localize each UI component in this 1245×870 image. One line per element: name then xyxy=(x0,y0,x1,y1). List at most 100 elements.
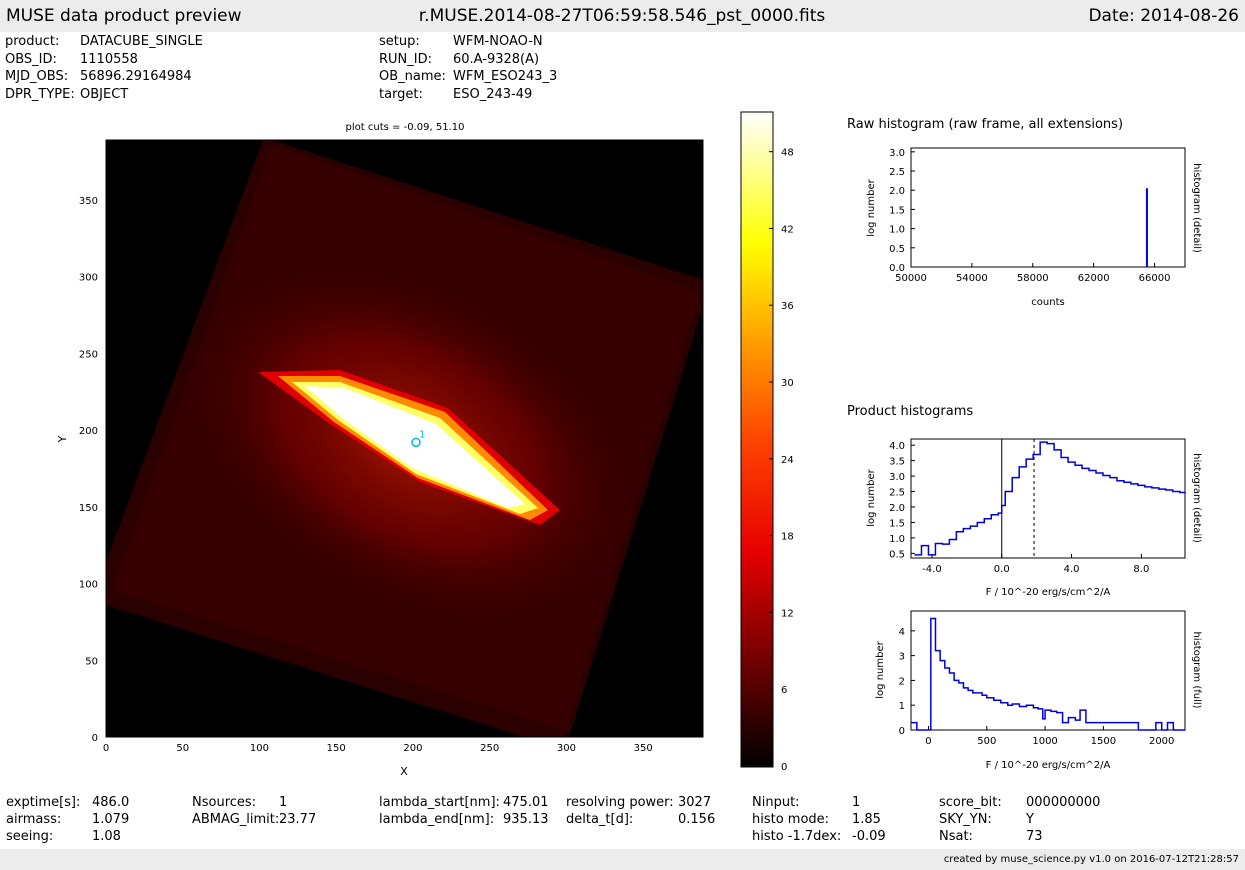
stat-value: 1.079 xyxy=(92,812,130,827)
colorbar-tick-label: 36 xyxy=(781,301,794,312)
info-value: 1110558 xyxy=(80,51,138,67)
image-y-tick-label: 0 xyxy=(92,733,98,744)
footer-credit: created by muse_science.py v1.0 on 2016-… xyxy=(943,854,1239,865)
full-hist-y-tick-label: 2 xyxy=(899,676,905,687)
image-y-tick-label: 300 xyxy=(79,273,98,284)
colorbar-tick-label: 48 xyxy=(781,148,794,159)
colorbar-tick-label: 12 xyxy=(781,608,794,619)
header-left-title: MUSE data product preview xyxy=(6,6,242,26)
info-key: OBS_ID: xyxy=(5,51,57,67)
detail-hist-x-tick-label: 0.0 xyxy=(994,564,1010,575)
raw-hist-x-tick-label: 58000 xyxy=(1017,273,1049,284)
raw-hist-frame xyxy=(910,147,1186,268)
header-date: Date: 2014-08-26 xyxy=(1088,6,1239,26)
stat-key: resolving power: xyxy=(566,795,674,810)
full-hist-ylabel: log number xyxy=(875,640,886,698)
footer-bar xyxy=(0,849,1245,870)
header-filename: r.MUSE.2014-08-27T06:59:58.546_pst_0000.… xyxy=(418,6,826,26)
info-key: setup: xyxy=(379,34,420,49)
stat-key: histo -1.7dex: xyxy=(752,829,842,844)
raw-hist-ylabel: log number xyxy=(866,178,877,236)
colorbar-tick-label: 18 xyxy=(781,532,794,543)
info-key: target: xyxy=(379,86,423,102)
image-x-tick-label: 300 xyxy=(557,743,576,754)
image-y-tick-label: 100 xyxy=(79,580,98,591)
info-key: RUN_ID: xyxy=(379,51,432,67)
detail-hist-y-tick-label: 3.5 xyxy=(889,457,905,468)
image-frame xyxy=(105,139,704,738)
raw-hist-x-tick-label: 50000 xyxy=(895,273,927,284)
detail-hist-y-tick-label: 3.0 xyxy=(889,472,905,483)
full-hist-x-tick-label: 2000 xyxy=(1149,736,1174,747)
info-value: WFM-NOAO-N xyxy=(453,34,543,49)
info-value: OBJECT xyxy=(80,86,129,102)
stat-key: score_bit: xyxy=(939,795,1002,810)
detail-hist-series xyxy=(914,441,1186,556)
detail-hist-x-tick-label: 8.0 xyxy=(1133,564,1149,575)
stat-key: histo mode: xyxy=(752,812,830,827)
raw-hist-right-label: histogram (detail) xyxy=(1191,163,1202,253)
info-key: product: xyxy=(5,34,60,49)
image-ylabel: Y xyxy=(56,435,69,443)
full-hist-right-label: histogram (full) xyxy=(1191,631,1202,708)
full-hist-xlabel: F / 10^-20 erg/s/cm^2/A xyxy=(986,760,1111,771)
detail-hist-y-tick-label: 1.5 xyxy=(889,518,905,529)
image-x-tick-label: 200 xyxy=(403,743,422,754)
colorbar-tick-label: 30 xyxy=(781,378,794,389)
full-hist-y-tick-label: 0 xyxy=(899,726,905,737)
detail-hist-x-ticks: -4.0 0.0 4.0 8.0 xyxy=(922,554,1149,575)
image-x-tick-label: 350 xyxy=(634,743,653,754)
galaxy-core xyxy=(305,386,525,508)
stat-value: 73 xyxy=(1026,829,1043,844)
colorbar-tick-label: 24 xyxy=(781,455,794,466)
image-x-tick-label: 150 xyxy=(327,743,346,754)
stat-key: lambda_end[nm]: xyxy=(379,812,495,827)
stat-value: 935.13 xyxy=(503,812,549,827)
raw-hist-y-tick-label: 1.0 xyxy=(889,225,905,236)
figure-canvas: plot cuts = -0.09, 51.10 0 50 100 150 200 250… xyxy=(56,111,1202,778)
full-hist-y-ticks: 0 1 2 3 4 xyxy=(899,627,915,737)
raw-hist-y-tick-label: 2.5 xyxy=(889,167,905,178)
info-key: DPR_TYPE: xyxy=(5,86,75,102)
raw-hist-xlabel: counts xyxy=(1031,297,1064,308)
stat-key: exptime[s]: xyxy=(6,795,81,810)
raw-hist-x-tick-label: 54000 xyxy=(956,273,988,284)
colorbar-ticks: 0 6 12 18 24 30 36 42 48 xyxy=(769,148,794,773)
full-hist-y-tick-label: 3 xyxy=(899,652,905,663)
raw-hist-y-tick-label: 1.5 xyxy=(889,205,905,216)
stat-value: 1 xyxy=(279,795,288,810)
info-key: MJD_OBS: xyxy=(5,69,69,84)
full-hist-y-tick-label: 1 xyxy=(899,701,905,712)
image-y-tick-label: 50 xyxy=(85,656,98,667)
image-y-tick-label: 250 xyxy=(79,349,98,360)
product-hist-title: Product histograms xyxy=(847,404,973,419)
colorbar xyxy=(740,111,774,768)
raw-hist-y-tick-label: 0.5 xyxy=(889,244,905,255)
stat-value: Y xyxy=(1026,812,1034,827)
stat-key: airmass: xyxy=(6,812,62,827)
stat-key: ABMAG_limit: xyxy=(192,812,280,827)
image-x-ticks: 0 50 100 150 200 250 300 350 xyxy=(103,732,653,754)
colorbar-tick-label: 6 xyxy=(781,685,787,696)
stat-value: 486.0 xyxy=(92,795,130,810)
stat-value: 000000000 xyxy=(1026,795,1101,810)
detail-hist-y-tick-label: 4.0 xyxy=(889,441,905,452)
stat-value: 1 xyxy=(852,795,861,810)
detail-hist-plot xyxy=(914,439,1186,558)
detail-hist-x-tick-label: 4.0 xyxy=(1064,564,1080,575)
full-hist-x-ticks: 0 500 1000 1500 2000 xyxy=(925,726,1174,747)
detail-hist-xlabel: F / 10^-20 erg/s/cm^2/A xyxy=(986,587,1111,598)
detail-hist-y-tick-label: 0.5 xyxy=(889,549,905,560)
colorbar-tick-label: 42 xyxy=(781,224,794,235)
detail-hist-ylabel: log number xyxy=(866,468,877,526)
detail-hist-right-label: histogram (detail) xyxy=(1191,453,1202,543)
image-xlabel: X xyxy=(400,765,408,778)
stat-value: -0.09 xyxy=(852,829,886,844)
info-value: 56896.29164984 xyxy=(80,69,192,84)
info-value: WFM_ESO243_3 xyxy=(453,69,558,84)
header-bar xyxy=(0,0,1245,32)
stat-value: 1.08 xyxy=(92,829,121,844)
detail-hist-x-tick-label: -4.0 xyxy=(922,564,942,575)
colorbar-tick-label: 0 xyxy=(781,762,787,773)
info-value: ESO_243-49 xyxy=(453,86,533,102)
